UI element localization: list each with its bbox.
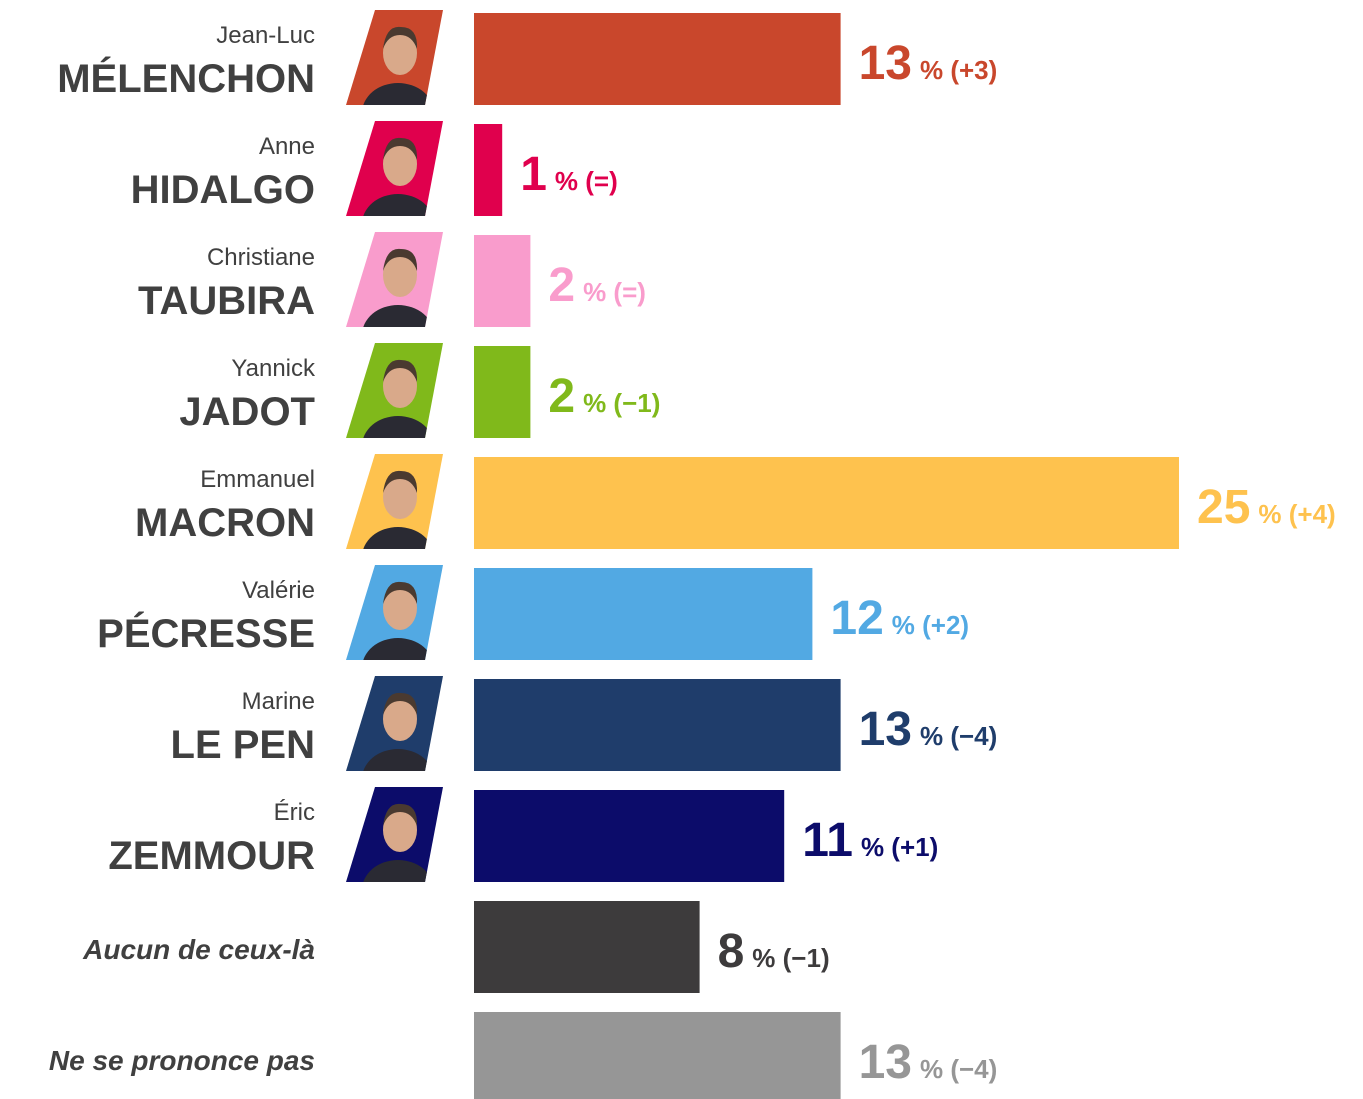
first-name: Marine bbox=[242, 688, 315, 715]
bar bbox=[474, 457, 1179, 549]
value-label: 25 % (+4) bbox=[1197, 481, 1336, 534]
value-label: 12 % (+2) bbox=[830, 592, 969, 645]
change-label: % (−4) bbox=[920, 721, 997, 751]
first-name: Anne bbox=[259, 133, 315, 160]
bar bbox=[474, 346, 530, 438]
bar bbox=[474, 901, 700, 993]
last-name: MÉLENCHON bbox=[57, 56, 315, 101]
last-name: ZEMMOUR bbox=[108, 834, 315, 878]
value-number: 11 bbox=[802, 814, 853, 867]
change-label: % (=) bbox=[555, 166, 618, 196]
first-name: Jean-Luc bbox=[216, 22, 315, 49]
bar bbox=[474, 679, 841, 771]
value-number: 2 bbox=[548, 259, 575, 312]
page: Jean-Luc MÉLENCHON 13 % (+3) Anne HIDALGO 1 % (… bbox=[0, 0, 1363, 1099]
value-label: 13 % (+3) bbox=[859, 37, 998, 90]
category-label: Ne se prononce pas bbox=[49, 1045, 315, 1076]
chart: Jean-Luc MÉLENCHON 13 % (+3) Anne HIDALGO 1 % (… bbox=[0, 0, 1363, 1099]
first-name: Emmanuel bbox=[200, 466, 315, 493]
last-name: LE PEN bbox=[171, 723, 315, 767]
value-number: 2 bbox=[548, 370, 575, 423]
bar bbox=[474, 1012, 841, 1099]
last-name: TAUBIRA bbox=[138, 279, 315, 323]
photo-shoulders bbox=[362, 860, 434, 920]
change-label: % (=) bbox=[583, 277, 646, 307]
change-label: % (+4) bbox=[1258, 499, 1335, 529]
last-name: MACRON bbox=[135, 501, 315, 545]
last-name: HIDALGO bbox=[131, 168, 315, 212]
value-label: 13 % (−4) bbox=[859, 703, 998, 756]
value-number: 1 bbox=[520, 148, 547, 201]
first-name: Yannick bbox=[231, 355, 316, 382]
change-label: % (+1) bbox=[861, 832, 938, 862]
bar bbox=[474, 124, 502, 216]
value-label: 11 % (+1) bbox=[802, 814, 938, 867]
value-label: 1 % (=) bbox=[520, 148, 618, 201]
change-label: % (+3) bbox=[920, 55, 997, 85]
value-number: 13 bbox=[859, 703, 912, 756]
value-label: 8% (−1) bbox=[718, 925, 830, 978]
bar bbox=[474, 235, 530, 327]
value-number: 25 bbox=[1197, 481, 1250, 534]
value-number: 13 bbox=[859, 1036, 912, 1089]
bar bbox=[474, 13, 841, 105]
value-number: 12 bbox=[830, 592, 883, 645]
value-label: 13 % (−4) bbox=[859, 1036, 998, 1089]
value-label: 2 % (−1) bbox=[548, 370, 660, 423]
first-name: Christiane bbox=[207, 244, 315, 271]
bar bbox=[474, 568, 812, 660]
value-label: 2 % (=) bbox=[548, 259, 646, 312]
change-label: % (−1) bbox=[752, 943, 829, 973]
first-name: Éric bbox=[274, 799, 315, 826]
change-label: % (−4) bbox=[920, 1054, 997, 1084]
value-number: 13 bbox=[859, 37, 912, 90]
category-label: Aucun de ceux-là bbox=[82, 934, 315, 965]
change-label: % (+2) bbox=[892, 610, 969, 640]
candidate-photo bbox=[340, 785, 450, 920]
first-name: Valérie bbox=[242, 577, 315, 604]
bar bbox=[474, 790, 784, 882]
change-label: % (−1) bbox=[583, 388, 660, 418]
last-name: PÉCRESSE bbox=[97, 611, 315, 656]
photo-content bbox=[340, 785, 450, 920]
last-name: JADOT bbox=[179, 390, 315, 434]
value-number: 8 bbox=[718, 925, 745, 978]
